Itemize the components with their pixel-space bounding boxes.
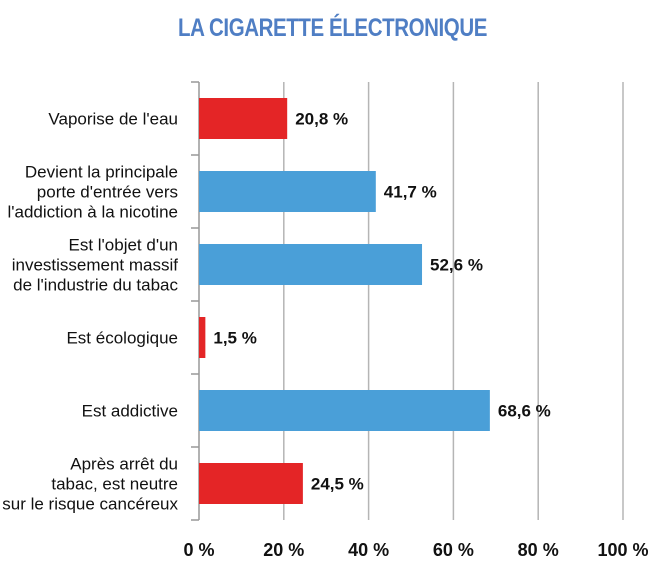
value-label: 68,6 % bbox=[498, 402, 551, 421]
category-label: Est écologique bbox=[66, 329, 178, 348]
x-tick-label: 0 % bbox=[183, 540, 214, 560]
category-label: Après arrêt du tabac, est neutre sur le ri… bbox=[2, 455, 178, 514]
x-tick-label: 80 % bbox=[518, 540, 559, 560]
bar bbox=[199, 390, 490, 431]
value-label: 41,7 % bbox=[384, 183, 437, 202]
bar bbox=[199, 244, 423, 285]
category-label-line: investissement massif bbox=[12, 256, 179, 275]
chart-title: LA CIGARETTE ÉLECTRONIQUE bbox=[177, 14, 488, 42]
x-tick-label: 100 % bbox=[597, 540, 648, 560]
x-tick-label: 20 % bbox=[263, 540, 304, 560]
value-label: 1,5 % bbox=[213, 329, 256, 348]
category-label-line: Est écologique bbox=[66, 329, 178, 348]
category-label-line: Après arrêt du bbox=[70, 455, 178, 474]
category-label-line: Devient la principale bbox=[25, 163, 178, 182]
x-tick-label: 60 % bbox=[433, 540, 474, 560]
category-label-line: Est l'objet d'un bbox=[68, 236, 178, 255]
category-label-line: Vaporise de l'eau bbox=[48, 110, 178, 129]
category-label: Vaporise de l'eau bbox=[48, 110, 178, 129]
value-label: 24,5 % bbox=[311, 475, 364, 494]
category-label: Devient la principale porte d'entrée vers… bbox=[7, 163, 178, 222]
category-label: Est addictive bbox=[82, 402, 178, 421]
category-label-line: tabac, est neutre bbox=[51, 475, 178, 494]
value-label: 52,6 % bbox=[430, 256, 483, 275]
value-label: 20,8 % bbox=[295, 110, 348, 129]
x-tick-label: 40 % bbox=[348, 540, 389, 560]
bar bbox=[199, 98, 288, 139]
bar bbox=[199, 171, 376, 212]
category-label-line: Est addictive bbox=[82, 402, 178, 421]
category-label-line: porte d'entrée vers bbox=[37, 183, 178, 202]
bar bbox=[199, 463, 303, 504]
category-label-line: de l'industrie du tabac bbox=[13, 276, 178, 295]
category-label: Est l'objet d'un investissement massif de … bbox=[12, 236, 179, 295]
category-label-line: sur le risque cancéreux bbox=[2, 495, 178, 514]
category-label-line: l'addiction à la nicotine bbox=[7, 203, 178, 222]
bar bbox=[199, 317, 206, 358]
